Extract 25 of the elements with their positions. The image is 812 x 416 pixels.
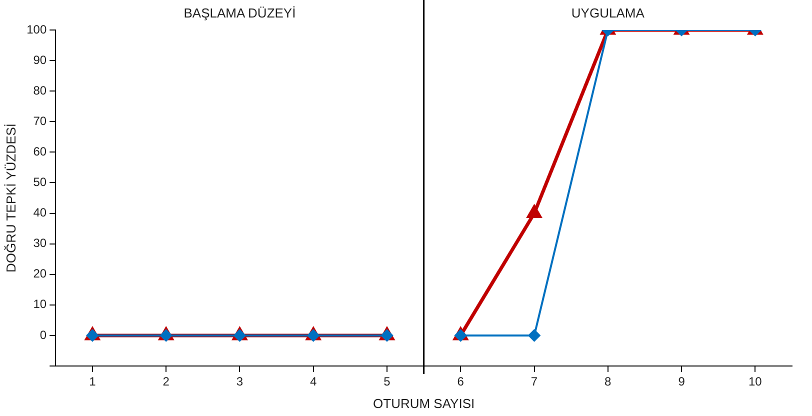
y-tick-label: 20	[33, 266, 47, 281]
y-tick-label: 60	[33, 144, 47, 158]
y-tick-label: 100	[26, 22, 47, 36]
x-tick-label: 7	[530, 374, 538, 389]
y-tick-label: 10	[33, 297, 47, 312]
x-tick-label: 6	[457, 374, 464, 389]
x-tick-label: 5	[384, 374, 391, 389]
text: BAŞLAMA DÜZEYİ	[184, 6, 296, 21]
x-tick-label: 1	[89, 374, 96, 389]
x-tick-label: 3	[236, 374, 244, 389]
y-tick-label: 30	[33, 236, 47, 250]
y-tick-label: 80	[33, 83, 47, 98]
x-tick-label: 10	[748, 374, 762, 389]
y-tick-label: 40	[33, 206, 47, 220]
y-tick-label: 70	[33, 114, 47, 128]
x-tick-label: 4	[310, 374, 318, 389]
y-tick-label: 50	[33, 175, 47, 190]
y-tick-label: 90	[33, 52, 47, 67]
x-tick-label: 2	[162, 374, 170, 389]
x-axis-title: OTURUM SAYISI	[373, 396, 475, 411]
x-tick-label: 8	[604, 374, 612, 389]
y-tick-label: 0	[40, 328, 47, 342]
y-axis-title: DOĞRU TEPKİ YÜZDESİ	[3, 123, 18, 273]
text: UYGULAMA	[571, 6, 645, 21]
x-tick-label: 9	[678, 374, 686, 389]
